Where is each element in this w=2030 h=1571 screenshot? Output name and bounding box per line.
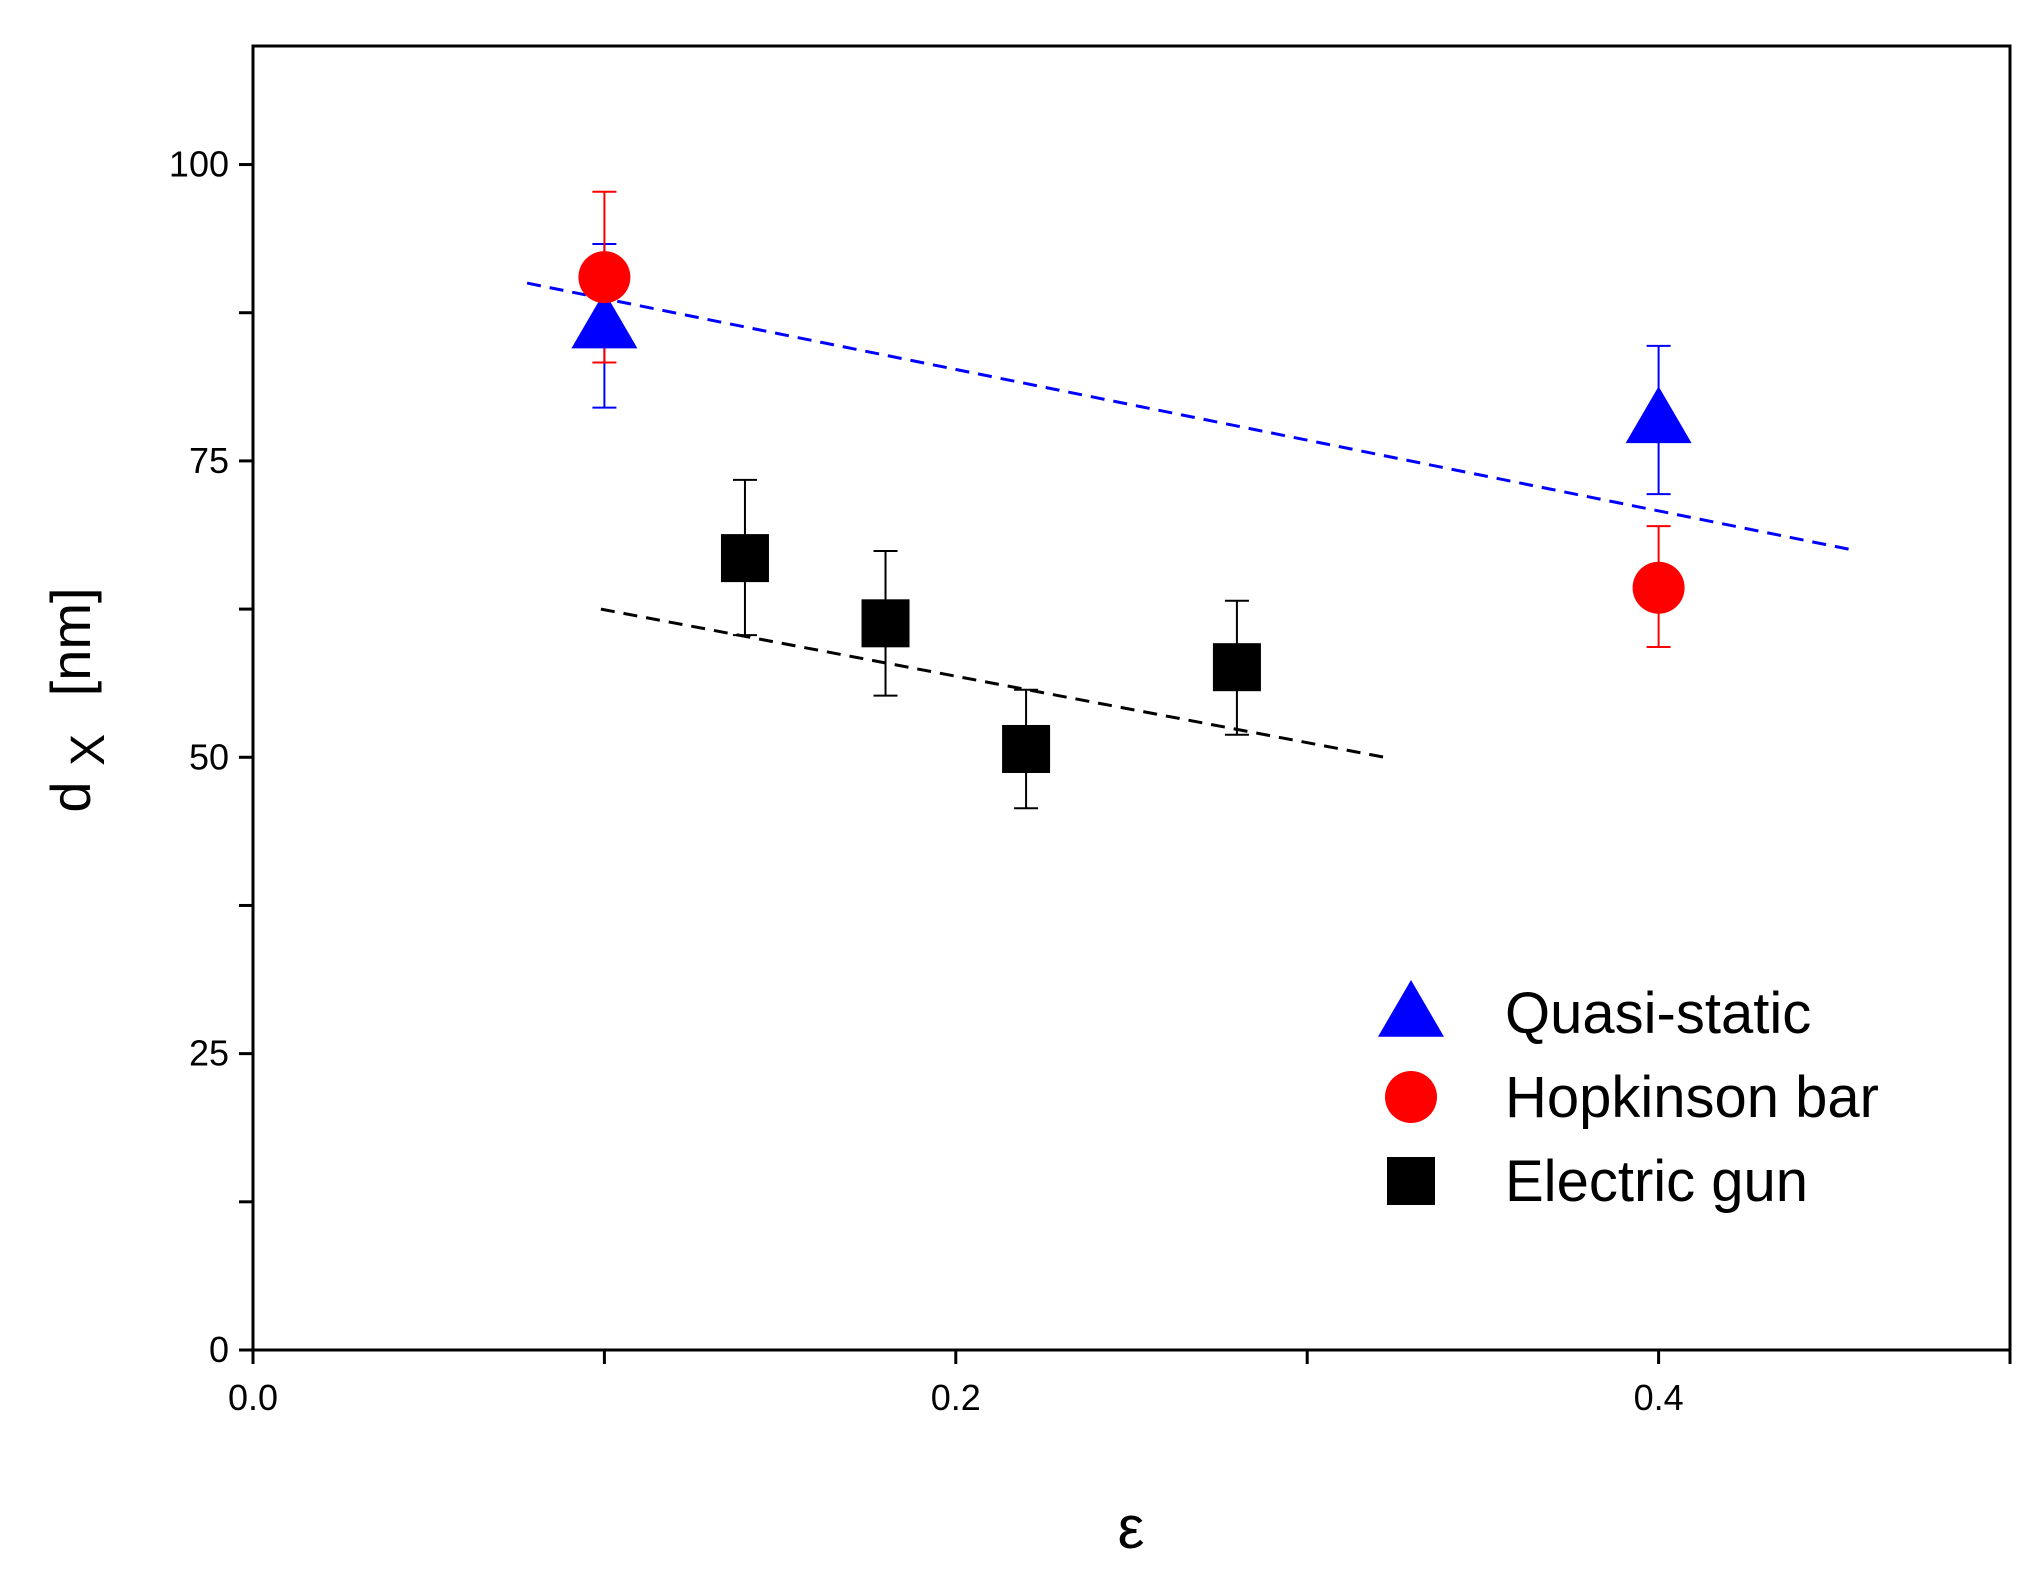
y-axis-title: d X [nm] <box>39 587 116 812</box>
legend-marker-quasi-static <box>1378 980 1444 1037</box>
trend-line-electric-gun-fit <box>600 607 1385 759</box>
data-point-electric-gun <box>1002 724 1051 773</box>
y-tick-label: 0 <box>209 1329 229 1370</box>
legend-label: Quasi-static <box>1505 981 1811 1046</box>
legend-item-quasi-static: Quasi-static <box>1378 980 1811 1046</box>
y-axis-title-sub: X <box>62 734 115 766</box>
y-tick-label: 75 <box>189 440 229 481</box>
legend-marker-hopkinson-bar <box>1385 1071 1437 1123</box>
data-markers <box>571 251 1692 773</box>
y-tick-label: 25 <box>189 1033 229 1074</box>
legend: Quasi-static Hopkinson bar Electric gun <box>1378 980 1879 1214</box>
legend-item-hopkinson-bar: Hopkinson bar <box>1385 1065 1879 1130</box>
trend-lines <box>526 281 1853 759</box>
trend-line-quasi-static-fit <box>526 281 1853 552</box>
data-point-quasi-static <box>1625 386 1692 444</box>
plot-frame <box>251 44 2012 1352</box>
legend-marker-electric-gun <box>1387 1157 1435 1205</box>
y-tick-label: 100 <box>169 144 229 185</box>
data-point-hopkinson-bar <box>1632 561 1685 614</box>
data-point-electric-gun <box>1212 643 1261 692</box>
y-tick-label: 50 <box>189 736 229 777</box>
legend-label: Electric gun <box>1505 1149 1808 1214</box>
legend-label: Hopkinson bar <box>1505 1065 1879 1130</box>
x-tick-label: 0.2 <box>931 1377 981 1418</box>
y-axis-title-main: d <box>39 781 102 812</box>
data-point-electric-gun <box>720 534 769 583</box>
axis-ticks: 0.0 0.2 0.4 0 25 50 75 100 <box>169 144 2012 1418</box>
y-axis-title-unit: [nm] <box>39 587 102 696</box>
error-bars <box>592 190 1671 810</box>
data-point-hopkinson-bar <box>578 251 631 304</box>
data-point-quasi-static <box>571 291 638 349</box>
x-tick-label: 0.4 <box>1634 1377 1684 1418</box>
x-tick-label: 0.0 <box>228 1377 278 1418</box>
legend-item-electric-gun: Electric gun <box>1387 1149 1808 1214</box>
data-point-electric-gun <box>861 599 910 648</box>
x-axis-title: ε <box>1118 1494 1145 1561</box>
